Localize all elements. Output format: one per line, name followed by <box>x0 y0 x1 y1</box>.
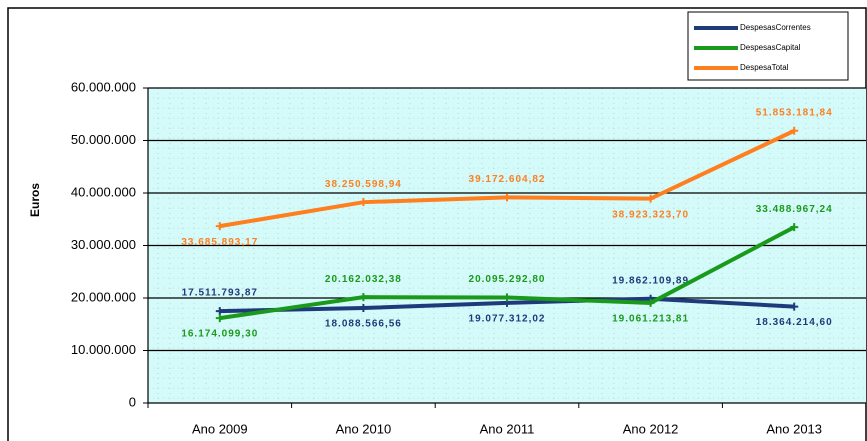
point-marker <box>215 307 224 316</box>
point-marker <box>359 198 368 207</box>
data-label: 19.077.312,02 <box>469 313 546 324</box>
y-tick-label: 60.000.000 <box>71 79 136 94</box>
data-label: 33.488.967,24 <box>756 204 833 215</box>
x-tick-label: Ano 2010 <box>336 421 392 436</box>
data-label: 20.162.032,38 <box>325 274 402 285</box>
data-label: 38.923.323,70 <box>612 209 689 220</box>
point-marker <box>790 126 799 135</box>
x-tick-label: Ano 2013 <box>766 421 822 436</box>
point-marker <box>359 304 368 313</box>
legend-label: DespesasCorrentes <box>740 23 811 32</box>
x-tick-label: Ano 2009 <box>192 421 248 436</box>
point-marker <box>503 193 511 202</box>
y-tick-label: 0 <box>129 394 136 409</box>
data-label: 38.250.598,94 <box>325 179 402 190</box>
data-label: 18.364.214,60 <box>756 317 833 328</box>
y-tick-label: 10.000.000 <box>71 342 136 357</box>
data-label: 20.095.292,80 <box>469 274 546 285</box>
y-axis-label: Euros <box>28 183 42 217</box>
data-label: 19.061.213,81 <box>612 314 689 325</box>
point-marker <box>646 194 655 203</box>
data-label: 17.511.793,87 <box>182 288 258 299</box>
data-label: 19.862.109,89 <box>612 275 689 286</box>
point-marker <box>215 314 224 323</box>
legend-label: DespesaTotal <box>740 63 789 72</box>
data-label: 33.685.893,17 <box>181 237 258 248</box>
data-label: 16.174.099,30 <box>181 329 258 340</box>
data-label: 39.172.604,82 <box>469 174 546 185</box>
x-tick-label: Ano 2011 <box>480 421 535 436</box>
y-tick-label: 50.000.000 <box>71 132 136 147</box>
y-tick-label: 20.000.000 <box>71 289 136 304</box>
point-marker <box>790 223 799 232</box>
x-tick-label: Ano 2012 <box>623 421 679 436</box>
point-marker <box>646 298 655 307</box>
y-tick-label: 40.000.000 <box>71 184 136 199</box>
point-marker <box>215 222 224 231</box>
point-marker <box>790 302 799 311</box>
point-marker <box>503 293 511 302</box>
data-label: 18.088.566,56 <box>325 319 402 330</box>
data-label: 51.853.181,84 <box>756 107 833 118</box>
point-marker <box>359 293 368 302</box>
y-tick-label: 30.000.000 <box>71 237 136 252</box>
legend-label: DespesasCapital <box>740 43 801 52</box>
